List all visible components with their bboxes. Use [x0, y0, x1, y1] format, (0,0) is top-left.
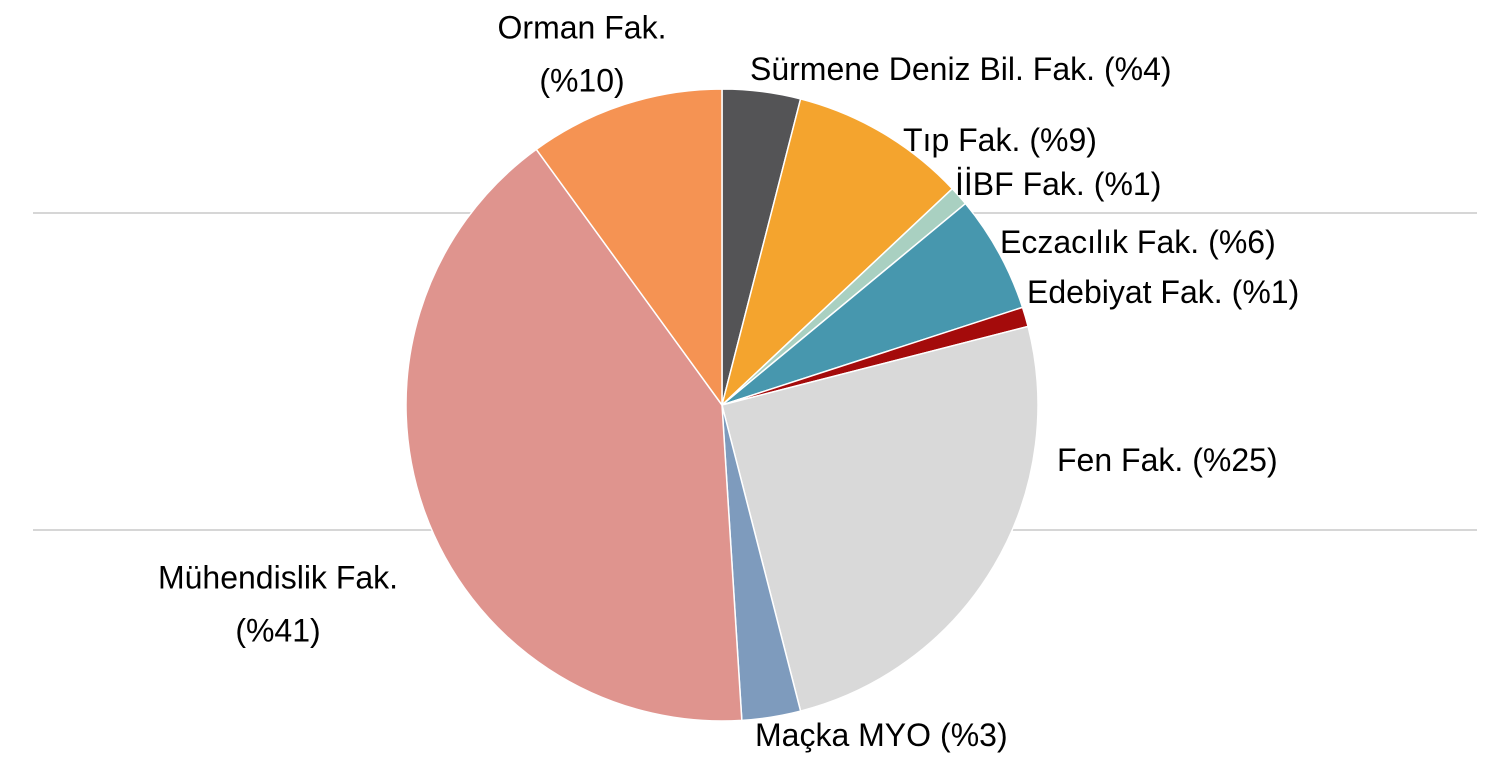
- slice-category: Tıp Fak.: [903, 122, 1020, 158]
- slice-category: Eczacılık Fak.: [1000, 224, 1199, 260]
- slice-value-label: (%9): [1029, 122, 1097, 158]
- slice-value-label: (%6): [1208, 224, 1276, 260]
- slice-category: İİBF Fak.: [955, 166, 1085, 202]
- slice-category: Fen Fak.: [1057, 442, 1183, 478]
- slice-value-label: (%1): [1232, 274, 1300, 310]
- slice-label: Sürmene Deniz Bil. Fak. (%4): [750, 51, 1172, 87]
- pie-slice: [405, 148, 743, 722]
- slice-value-label: (%4): [1104, 51, 1172, 87]
- slice-value-label: (%25): [1192, 442, 1277, 478]
- slice-label: İİBF Fak. (%1): [955, 166, 1161, 202]
- slice-label: Eczacılık Fak. (%6): [1000, 224, 1276, 260]
- pie-slice: [721, 325, 1039, 712]
- slice-category: Sürmene Deniz Bil. Fak.: [750, 51, 1095, 87]
- slice-value-label: (%3): [940, 717, 1008, 753]
- slice-label: Orman Fak.: [498, 9, 667, 45]
- slice-label: Edebiyat Fak. (%1): [1027, 274, 1299, 310]
- slice-label: Maçka MYO (%3): [755, 717, 1008, 753]
- slice-label: Fen Fak. (%25): [1057, 442, 1278, 478]
- slice-value-label: (%1): [1094, 166, 1162, 202]
- slice-label: Tıp Fak. (%9): [903, 122, 1097, 158]
- slice-category: Maçka MYO: [755, 717, 931, 753]
- pie-slice: [720, 98, 954, 408]
- slice-value-label: (%41): [235, 612, 320, 648]
- slice-label: Mühendislik Fak.: [158, 559, 398, 595]
- pie-slice: [535, 88, 723, 408]
- pie-slice: [721, 202, 1024, 406]
- slice-category: Edebiyat Fak.: [1027, 274, 1223, 310]
- slice-value-label: (%10): [539, 62, 624, 98]
